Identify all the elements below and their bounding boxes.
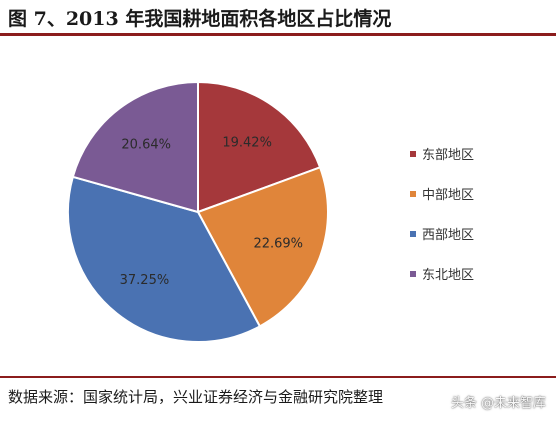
pie-slice-2 bbox=[196, 166, 329, 328]
legend-label-2: 中部地区 bbox=[422, 188, 474, 203]
data-source-note: 数据来源：国家统计局，兴业证券经济与金融研究院整理 bbox=[8, 388, 384, 406]
legend-item-4: 东北地区 bbox=[410, 268, 474, 283]
pie-slice-3 bbox=[67, 175, 262, 343]
pie-chart: 19.42% 22.69% 37.25% 20.64% 东部地区中部地区西部地区东北地… bbox=[0, 40, 556, 368]
pie-slices bbox=[67, 80, 329, 343]
legend-label-4: 东北地区 bbox=[422, 268, 474, 283]
pie-slice-label-3: 37.25% bbox=[120, 273, 170, 288]
pie-slice-label-1: 19.42% bbox=[222, 136, 272, 151]
legend-swatch-3 bbox=[410, 231, 416, 237]
chart-header: 图 7、2013 年我国耕地面积各地区占比情况 bbox=[0, 0, 556, 36]
legend-swatch-1 bbox=[410, 151, 416, 157]
chart-footer: 数据来源：国家统计局，兴业证券经济与金融研究院整理 bbox=[0, 372, 556, 421]
legend-item-2: 中部地区 bbox=[410, 188, 474, 203]
legend-swatch-4 bbox=[410, 271, 416, 277]
pie-slice-labels: 19.42% 22.69% 37.25% 20.64% bbox=[120, 136, 303, 288]
pie-slice-4 bbox=[71, 80, 199, 214]
legend-item-3: 西部地区 bbox=[410, 228, 474, 243]
legend-item-1: 东部地区 bbox=[410, 148, 474, 163]
title-underline bbox=[0, 33, 556, 36]
pie-slice-label-2: 22.69% bbox=[253, 236, 303, 251]
chart-title: 图 7、2013 年我国耕地面积各地区占比情况 bbox=[8, 8, 392, 30]
legend-label-3: 西部地区 bbox=[422, 228, 474, 243]
pie-slice-label-4: 20.64% bbox=[121, 138, 171, 153]
footer-rule bbox=[0, 376, 556, 378]
watermark-text: 头条 @未来智库 bbox=[450, 396, 546, 411]
legend-swatch-2 bbox=[410, 191, 416, 197]
legend-label-1: 东部地区 bbox=[422, 148, 474, 163]
pie-slice-1 bbox=[197, 80, 322, 214]
pie-chart-svg: 19.42% 22.69% 37.25% 20.64% 东部地区中部地区西部地区东北地… bbox=[67, 80, 474, 343]
